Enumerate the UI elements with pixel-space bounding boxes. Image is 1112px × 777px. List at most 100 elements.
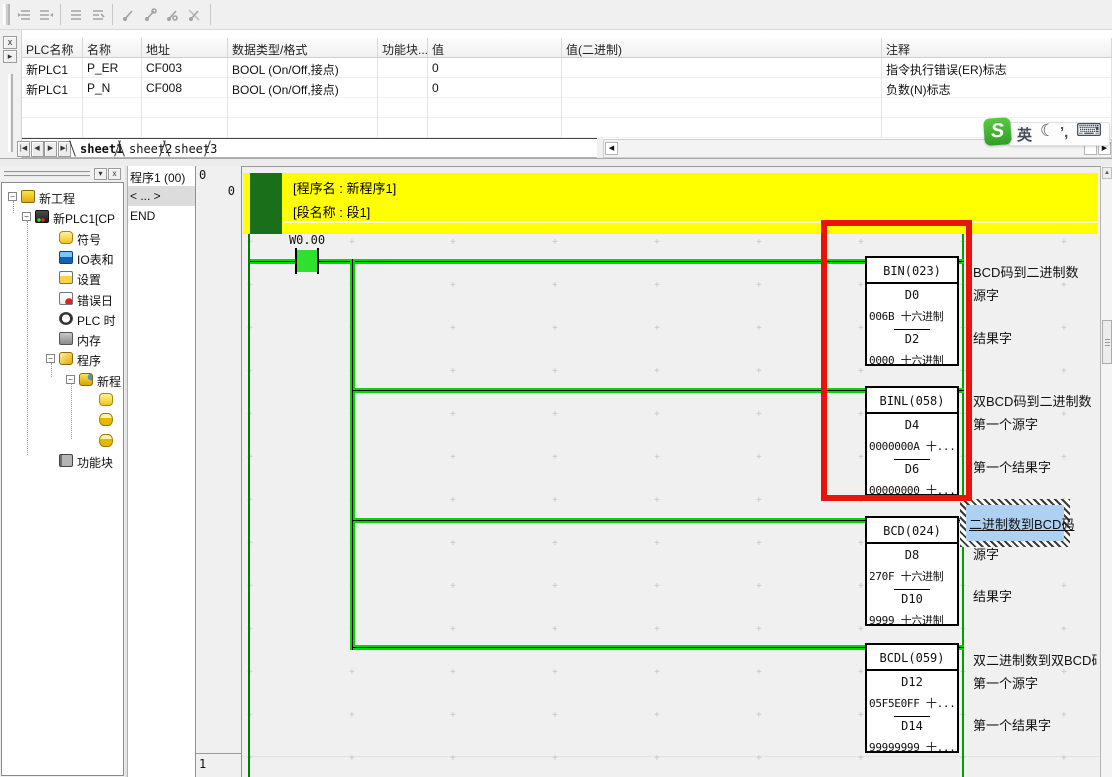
tab-nav-button-2[interactable]: ◀ — [30, 141, 44, 157]
edit-list-icon[interactable] — [88, 5, 108, 25]
operand-comment[interactable]: 结果字 — [973, 331, 1013, 345]
watch-table-empty-row[interactable] — [22, 118, 1112, 138]
operand-comment[interactable]: 结果字 — [973, 589, 1013, 603]
tree-grip[interactable] — [4, 171, 90, 177]
watch-table-row[interactable]: 新PLC1 P_ER CF003 BOOL (On/Off,接点) 0 指令执行错误(ER… — [22, 58, 1112, 78]
grid-cross: + — [756, 667, 762, 678]
tree-item-symbols[interactable]: 符号 — [2, 228, 123, 248]
column-header-1[interactable]: PLC名称 — [22, 38, 83, 58]
tab-nav-button-4[interactable]: ▶| — [57, 141, 71, 157]
indent-icon[interactable] — [14, 5, 34, 25]
operand-comment[interactable]: 第一个源字 — [973, 676, 1039, 690]
collapse-icon[interactable]: − — [46, 354, 55, 364]
section-name-comment[interactable]: [段名称 : 段1] — [293, 205, 371, 220]
column-header-6[interactable]: 值 — [428, 38, 562, 58]
memory-icon — [59, 332, 73, 346]
diff-monitor-3-icon[interactable] — [162, 5, 182, 25]
collapse-icon[interactable]: − — [8, 192, 17, 201]
operand[interactable]: D10 — [901, 592, 923, 606]
instruction-block-bcdl[interactable]: BCDL(059) D12 05F5E0FF 十... D14 99999999… — [865, 643, 959, 754]
sheet-tab-sheet3[interactable]: sheet3 — [174, 142, 218, 156]
tree-item-symbols[interactable] — [2, 390, 123, 410]
tab-nav-button-1[interactable]: |◀ — [17, 141, 30, 157]
outdent-icon[interactable] — [36, 5, 56, 25]
tree-item-workspace[interactable]: − 新工程 — [2, 187, 123, 207]
column-header-8[interactable]: 注释 — [882, 38, 1112, 58]
tab-nav-button-3[interactable]: ▶ — [44, 141, 57, 157]
tree-item-program[interactable]: − 新程 — [2, 370, 123, 390]
tree-item-label: IO表和 — [77, 252, 114, 267]
tree-item-plc[interactable]: − 新PLC1[CP — [2, 207, 123, 227]
cell — [562, 98, 882, 118]
tree-item-memory[interactable]: 内存 — [2, 329, 123, 349]
operand-comment[interactable]: 第一个结果字 — [973, 718, 1052, 732]
watch-table-row[interactable]: 新PLC1 P_N CF008 BOOL (On/Off,接点) 0 负数(N)标志 — [22, 78, 1112, 98]
sogou-logo-icon[interactable]: S — [983, 117, 1012, 146]
instruction-block-bin[interactable]: BIN(023) D0 006B 十六进制 D2 0000 十六进制 — [865, 256, 959, 367]
horizontal-splitter[interactable] — [0, 158, 1112, 166]
selected-cell-marquee[interactable]: 二进制数到BCD码 — [960, 499, 1074, 547]
column-header-5[interactable]: 功能块... — [378, 38, 428, 58]
watch-grip[interactable] — [8, 74, 13, 152]
keyboard-icon[interactable]: ⌨ — [1076, 120, 1102, 140]
sheet-tab-sheet1[interactable]: sheet1 — [80, 142, 124, 156]
operand-comment[interactable]: 源字 — [973, 288, 1000, 302]
scroll-up-icon[interactable]: ▲ — [1102, 167, 1112, 179]
diff-monitor-2-icon[interactable] — [140, 5, 160, 25]
selected-comment-cell[interactable]: 二进制数到BCD码 — [966, 505, 1074, 541]
operand[interactable]: D14 — [901, 719, 923, 733]
tree-item-plc-clock[interactable]: PLC 时 — [2, 309, 123, 329]
list-rows-icon[interactable] — [66, 5, 86, 25]
column-header-2[interactable]: 名称 — [83, 38, 142, 58]
instruction-comment[interactable]: BCD码到二进制数 — [973, 265, 1079, 279]
instruction-comment[interactable]: 双二进制数到双BCD码 — [973, 653, 1097, 667]
vertical-splitter[interactable] — [125, 166, 128, 777]
no-contact[interactable] — [295, 248, 319, 274]
column-header-7[interactable]: 值(二进制) — [562, 38, 882, 58]
operand[interactable]: D6 — [904, 462, 920, 476]
program-banner[interactable]: [程序名 : 新程序1] [段名称 : 段1] — [243, 173, 1098, 234]
tree-item-programs[interactable]: − 程序 — [2, 349, 123, 369]
instruction-comment[interactable]: 双BCD码到二进制数 — [973, 394, 1092, 408]
diff-monitor-1-icon[interactable] — [118, 5, 138, 25]
diff-monitor-4-icon[interactable] — [184, 5, 204, 25]
rung-list-item[interactable]: 程序1 (00) — [130, 171, 186, 185]
chevron-down-icon[interactable]: ▾ — [94, 168, 107, 180]
collapse-icon[interactable]: − — [22, 212, 31, 222]
expand-icon[interactable]: ▸ — [3, 50, 17, 63]
rung-number[interactable]: 1 — [199, 757, 207, 771]
scroll-left-icon[interactable]: ◀ — [605, 142, 618, 155]
operand[interactable]: D0 — [904, 288, 920, 302]
tree-item-section[interactable] — [2, 431, 123, 451]
rung-number[interactable]: 0 — [199, 168, 207, 182]
instruction-block-bcd[interactable]: BCD(024) D8 270F 十六进制 D10 9999 十六进制 — [865, 516, 959, 627]
operand-comment[interactable]: 第一个结果字 — [973, 460, 1052, 474]
moon-icon[interactable]: ☾ — [1040, 121, 1056, 140]
operand[interactable]: D4 — [904, 418, 920, 432]
collapse-icon[interactable]: − — [66, 374, 75, 384]
program-name-comment[interactable]: [程序名 : 新程序1] — [293, 181, 397, 196]
rung-list-item[interactable]: < ... > — [128, 186, 195, 206]
operand[interactable]: D12 — [901, 675, 923, 689]
close-icon[interactable]: x — [108, 168, 121, 180]
operand-comment[interactable]: 源字 — [973, 547, 1000, 561]
tree-item-io-table[interactable]: IO表和 — [2, 248, 123, 268]
watch-table-empty-row[interactable] — [22, 98, 1112, 118]
operand[interactable]: D8 — [904, 548, 920, 562]
toolbar-grip[interactable] — [3, 4, 10, 25]
vscroll-thumb[interactable] — [1102, 320, 1112, 364]
tree-item-error-log[interactable]: 错误日 — [2, 289, 123, 309]
instruction-block-binl[interactable]: BINL(058) D4 0000000A 十... D6 00000000 十… — [865, 386, 959, 497]
operand[interactable]: D2 — [904, 332, 920, 346]
tree-item-section[interactable] — [2, 410, 123, 430]
tree-item-function-blocks[interactable]: 功能块 — [2, 451, 123, 471]
tree-item-settings[interactable]: 设置 — [2, 268, 123, 288]
punctuation-toggle-icon[interactable]: ’, — [1060, 124, 1069, 141]
ladder-vertical-scrollbar[interactable]: ▲ — [1100, 166, 1112, 777]
rung-list-item[interactable]: END — [130, 209, 156, 223]
close-icon[interactable]: x — [3, 36, 17, 49]
ime-language-toggle[interactable]: 英 — [1017, 127, 1033, 144]
column-header-3[interactable]: 地址 — [142, 38, 228, 58]
column-header-4[interactable]: 数据类型/格式 — [228, 38, 378, 58]
operand-comment[interactable]: 第一个源字 — [973, 417, 1039, 431]
